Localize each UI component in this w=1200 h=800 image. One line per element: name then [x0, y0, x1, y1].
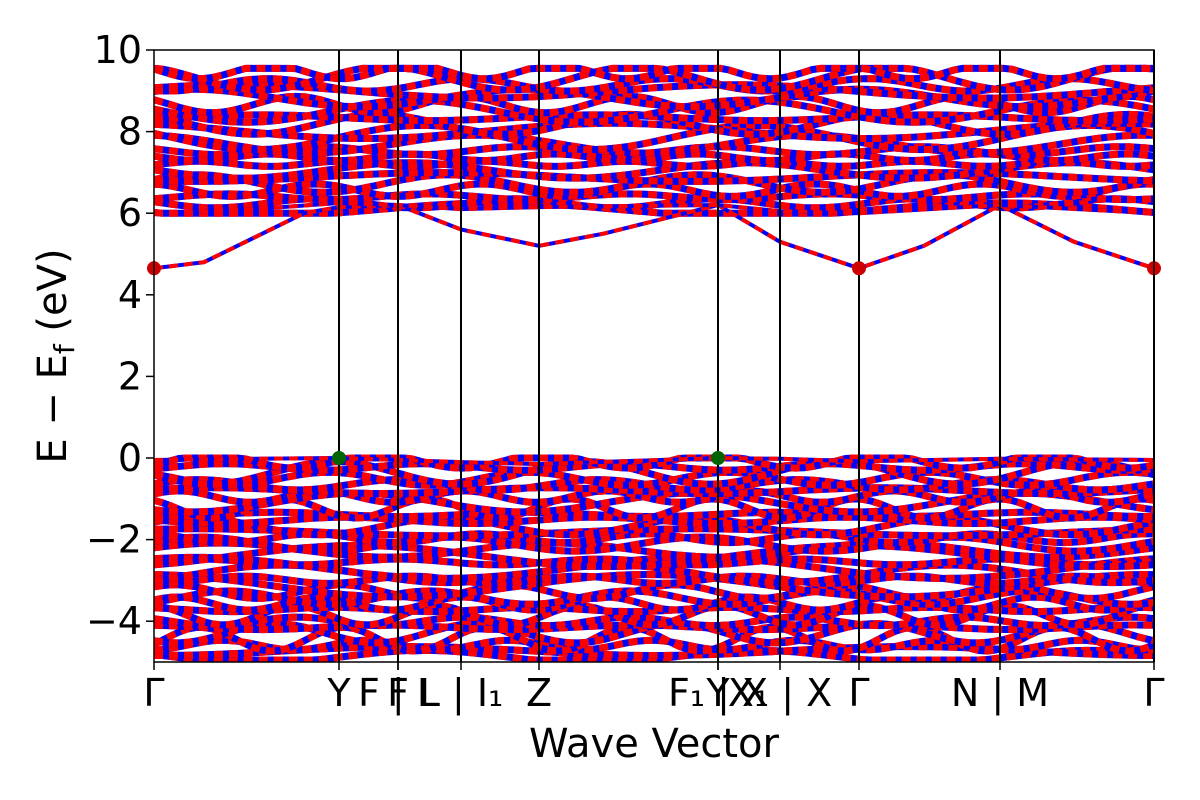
x-tick-label: Z — [526, 671, 552, 715]
vbm-marker — [332, 451, 346, 465]
vbm-marker — [711, 451, 725, 465]
band-line — [154, 542, 1154, 570]
y-tick-label: 8 — [118, 110, 142, 154]
band-line — [154, 119, 1154, 142]
band-line — [154, 570, 1154, 601]
y-tick-label: 10 — [94, 28, 142, 72]
y-axis-ticks: −4 −2 0 2 4 6 8 10 — [86, 28, 154, 643]
band-line — [154, 159, 1154, 182]
band-line — [154, 190, 1154, 204]
x-tick-label: N | M — [951, 671, 1049, 716]
band-line — [154, 131, 1154, 157]
band-line — [154, 593, 1154, 614]
cbm-marker — [852, 261, 866, 276]
x-tick-label: Γ — [143, 671, 164, 715]
band-edge-markers — [147, 261, 1161, 465]
x-tick-label: Y — [705, 671, 730, 715]
band-line — [154, 602, 1154, 629]
band-line — [154, 572, 1154, 587]
x-tick-label: L | I₁ — [419, 671, 504, 716]
x-tick-label: Γ — [848, 671, 869, 715]
band-line-conduction_band_lowest — [154, 202, 1154, 271]
y-tick-label: −2 — [86, 518, 142, 562]
high-symmetry-lines — [338, 50, 1155, 662]
band-line — [154, 623, 1154, 655]
band-line — [154, 64, 1154, 83]
band-line-valence_band_top — [154, 455, 1154, 467]
x-tick-label: F — [387, 671, 409, 715]
band-line — [154, 180, 1154, 200]
x-tick-label: Y — [326, 671, 351, 715]
bands-layer — [154, 64, 1154, 662]
band-line — [154, 553, 1154, 582]
band-line — [154, 150, 1154, 165]
band-line — [154, 199, 1154, 217]
band-line — [154, 85, 1154, 111]
y-axis-label-unit: (eV) — [30, 248, 76, 344]
x-tick-label: F | L — [358, 671, 438, 716]
band-line — [154, 110, 1154, 138]
band-line — [154, 92, 1154, 117]
band-line — [154, 121, 1154, 154]
x-axis-label: Wave Vector — [529, 721, 780, 767]
x-tick-label: Γ — [1143, 671, 1164, 715]
y-axis-label: E − Ef (eV) — [30, 248, 81, 463]
y-tick-label: 0 — [118, 436, 142, 480]
x-tick-label: F₁ | X — [668, 671, 768, 716]
x-tick-label: X₁ | X — [728, 671, 832, 716]
plot-frame — [153, 49, 1155, 663]
band-line — [154, 646, 1154, 662]
band-line — [154, 454, 1154, 472]
y-axis-label-text: E − E — [30, 354, 76, 464]
band-line — [154, 587, 1154, 608]
y-tick-label: 6 — [118, 191, 142, 235]
y-tick-label: −4 — [86, 599, 142, 643]
band-line — [154, 613, 1154, 630]
band-line — [154, 96, 1154, 126]
y-tick-label: 2 — [118, 354, 142, 398]
band-line — [154, 533, 1154, 555]
band-line-conduction_band_second — [154, 200, 1154, 216]
band-line — [154, 171, 1154, 196]
y-tick-label: 4 — [118, 273, 142, 317]
y-axis-label-sub: f — [48, 343, 81, 354]
